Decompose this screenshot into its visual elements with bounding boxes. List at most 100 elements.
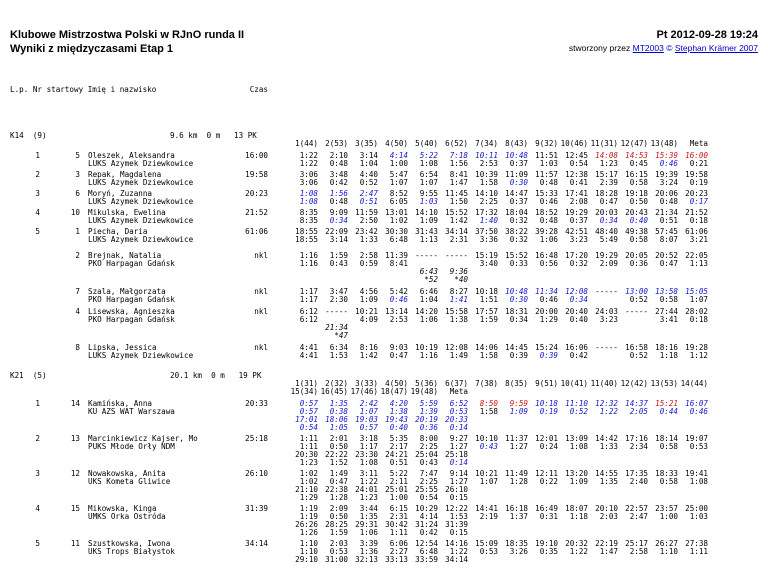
time-cell: 1:42: [359, 351, 378, 360]
result-row: 5 1 Piecha, Daria 61:06 18:55 22:09 23:42 30:30…: [10, 228, 758, 244]
time-cell: 25:01: [385, 485, 408, 494]
time-cell: 0:17: [689, 197, 708, 206]
time-cell: 0:47: [599, 197, 618, 206]
control-header-cell: 16(45): [320, 387, 348, 396]
split-times-line: UKS Trops Białystok 1:10 0:53 1:36 2:27 6:48 1…: [10, 548, 758, 556]
cumulative-times-line: 21:34: [10, 324, 758, 332]
finish-time: 26:10: [245, 469, 268, 478]
time-cell: 1:11: [389, 528, 408, 537]
club-name: UKS Kometa Gliwice: [88, 477, 171, 486]
time-cell: 5:35: [389, 434, 408, 443]
time-cell: 3:06: [299, 170, 318, 179]
time-cell: 18:28: [595, 189, 618, 198]
time-cell: 10:29: [415, 504, 438, 513]
time-cell: 1:22: [599, 407, 618, 416]
time-cell: 61:06: [685, 227, 708, 236]
split-times-line: PUKS Młode Orły NDM 1:11 0:50 1:17 2:17 2:25 1…: [10, 443, 758, 451]
rank: 5: [35, 227, 40, 236]
time-cell: 31:43: [415, 227, 438, 236]
split-times-line: 0:54 1:05 0:57 0:40 0:36 0:14: [10, 424, 758, 432]
time-cell: 0:34: [569, 295, 588, 304]
start-number: 3: [75, 170, 80, 179]
runner-name: Kamińska, Anna: [88, 399, 153, 408]
time-cell: 2:11: [389, 477, 408, 486]
time-cell: 5:22: [419, 151, 438, 160]
time-cell: 3:11: [359, 469, 378, 478]
time-cell: 23:57: [655, 504, 678, 513]
time-cell: 1:03: [419, 197, 438, 206]
time-cell: 10:21: [475, 469, 498, 478]
time-cell: 6:15: [389, 504, 408, 513]
time-cell: 2:17: [389, 442, 408, 451]
control-header-row: 1(31) 2(32) 3(33) 4(50) 5(36) 6(37) 7(38) 8(35)…: [10, 380, 758, 388]
time-cell: 2:40: [629, 477, 648, 486]
time-cell: 57:45: [655, 227, 678, 236]
time-cell: 1:10: [299, 539, 318, 548]
time-cell: 11:09: [505, 170, 528, 179]
category-title: K21 (5): [10, 371, 47, 380]
time-cell: *40: [454, 275, 468, 284]
time-cell: 0:34: [329, 216, 348, 225]
time-cell: 2:08: [569, 197, 588, 206]
control-header-cell: 19(48): [410, 387, 438, 396]
time-cell: 0:52: [569, 407, 588, 416]
time-cell: 10:39: [475, 170, 498, 179]
time-cell: 1:28: [509, 477, 528, 486]
time-cell: 0:21: [689, 159, 708, 168]
finish-time: nkl: [254, 307, 268, 316]
time-cell: 19:10: [535, 539, 558, 548]
time-cell: 13:09: [565, 434, 588, 443]
time-cell: 10:18: [535, 399, 558, 408]
runner-name: Mikulska, Ewelina: [88, 208, 166, 217]
time-cell: 0:42: [569, 351, 588, 360]
time-cell: 6:12: [299, 315, 318, 324]
result-row: 2 3 Repak, Magdalena 19:58 3:06 3:48 4:40 5:47 6…: [10, 171, 758, 187]
time-cell: 20:52: [655, 251, 678, 260]
time-cell: 1:09: [569, 477, 588, 486]
time-cell: 12:45: [565, 151, 588, 160]
time-cell: 0:40: [629, 216, 648, 225]
author-link[interactable]: Stephan Krämer 2007: [674, 43, 758, 53]
control-header-cell: 11(40): [590, 379, 618, 388]
runner-name: Szustkowska, Iwona: [88, 539, 171, 548]
time-cell: 15:24: [535, 343, 558, 352]
mt2003-link[interactable]: MT2003: [632, 43, 664, 53]
time-cell: 8:27: [449, 287, 468, 296]
time-cell: 6:48: [389, 235, 408, 244]
control-header-cell: 13(53): [650, 379, 678, 388]
time-cell: 0:34: [599, 216, 618, 225]
time-cell: 11:57: [535, 170, 558, 179]
time-cell: 1:11: [299, 442, 318, 451]
time-cell: 12:11: [535, 469, 558, 478]
time-cell: 38:22: [505, 227, 528, 236]
result-row: 4 Lisewska, Agnieszka nkl 6:12 ----- 10:21 13:…: [10, 308, 758, 340]
time-cell: 6:48: [419, 547, 438, 556]
finish-time: 34:14: [245, 539, 268, 548]
time-cell: 42:51: [565, 227, 588, 236]
time-cell: -----: [325, 307, 348, 316]
time-cell: 1:37: [509, 512, 528, 521]
time-cell: 1:16: [299, 251, 318, 260]
time-cell: 0:37: [509, 159, 528, 168]
time-cell: 1:10: [659, 547, 678, 556]
time-cell: 1:47: [449, 178, 468, 187]
time-cell: 10:48: [505, 287, 528, 296]
time-cell: 2:01: [329, 434, 348, 443]
result-row: 2 Brejnak, Natalia nkl 1:16 1:59 2:58 11:39 ---…: [10, 252, 758, 284]
time-cell: 19:07: [685, 434, 708, 443]
finish-time: nkl: [254, 287, 268, 296]
time-cell: 6:05: [389, 197, 408, 206]
time-cell: 10:18: [475, 287, 498, 296]
time-cell: 15:39: [655, 151, 678, 160]
time-cell: 8:50: [479, 399, 498, 408]
time-cell: 0:47: [389, 351, 408, 360]
time-cell: 1:38: [449, 315, 468, 324]
time-cell: 20:03: [595, 208, 618, 217]
time-cell: 12:08: [565, 287, 588, 296]
time-cell: 0:48: [329, 159, 348, 168]
time-cell: 0:53: [689, 442, 708, 451]
cumulative-times-line: 4 15 Mikowska, Kinga 31:39 1:19 2:09 3:44 6:15 1…: [10, 505, 758, 513]
time-cell: 5:59: [419, 399, 438, 408]
time-cell: 24:21: [385, 450, 408, 459]
category-header: K21 (5) 20.1 km 0 m 19 PK: [10, 372, 758, 380]
